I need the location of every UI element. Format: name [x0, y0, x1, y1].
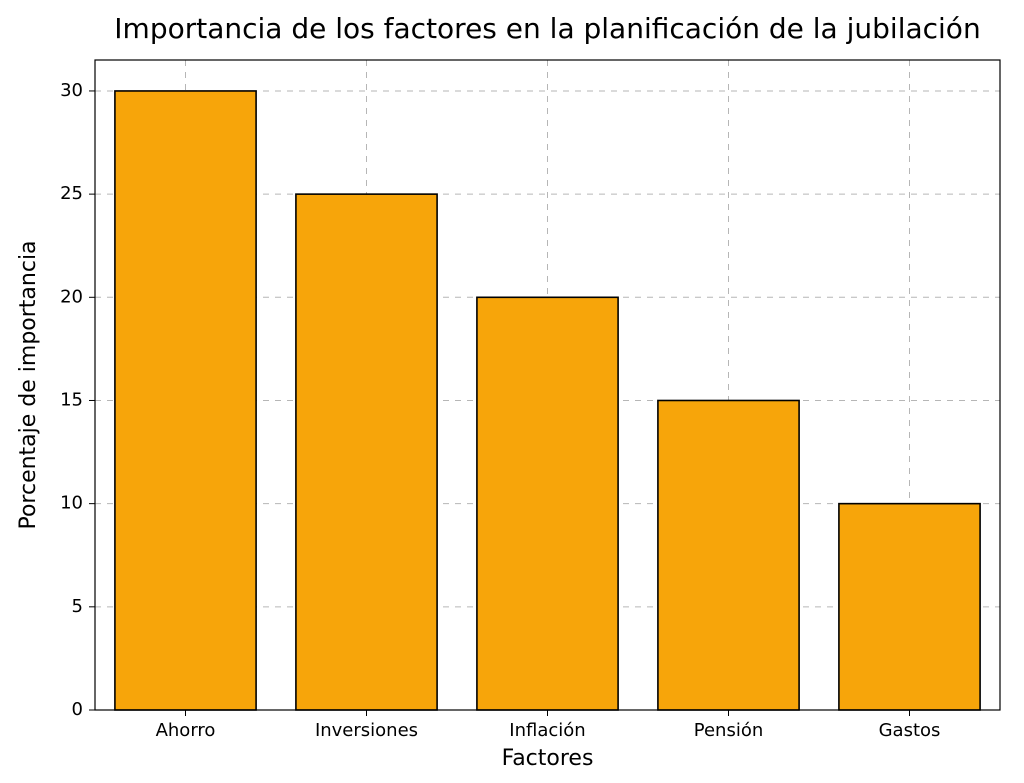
- x-tick-label: Gastos: [879, 720, 941, 741]
- x-tick-label: Ahorro: [156, 720, 216, 741]
- y-tick-label: 25: [60, 183, 83, 204]
- chart-title: Importancia de los factores en la planif…: [114, 12, 980, 45]
- bar: [115, 91, 256, 710]
- x-tick-label: Inversiones: [315, 720, 418, 741]
- y-tick-label: 0: [72, 699, 83, 720]
- bar: [296, 194, 437, 710]
- bar: [477, 297, 618, 710]
- chart-container: 0 5 10 15 20 25 30 Ahorro Inversiones Inflación Pe…: [0, 0, 1024, 783]
- x-tick-label: Pensión: [694, 720, 764, 741]
- y-tick-label: 30: [60, 80, 83, 101]
- bar: [839, 504, 980, 710]
- bar: [658, 400, 799, 710]
- y-tick-label: 10: [60, 493, 83, 514]
- x-axis-label: Factores: [502, 746, 594, 771]
- x-tick-label: Inflación: [509, 720, 585, 741]
- y-tick-label: 15: [60, 389, 83, 410]
- y-tick-label: 5: [72, 596, 83, 617]
- bar-chart-svg: 0 5 10 15 20 25 30 Ahorro Inversiones Inflación Pe…: [0, 0, 1024, 783]
- y-axis-label: Porcentaje de importancia: [16, 240, 41, 529]
- y-tick-label: 20: [60, 286, 83, 307]
